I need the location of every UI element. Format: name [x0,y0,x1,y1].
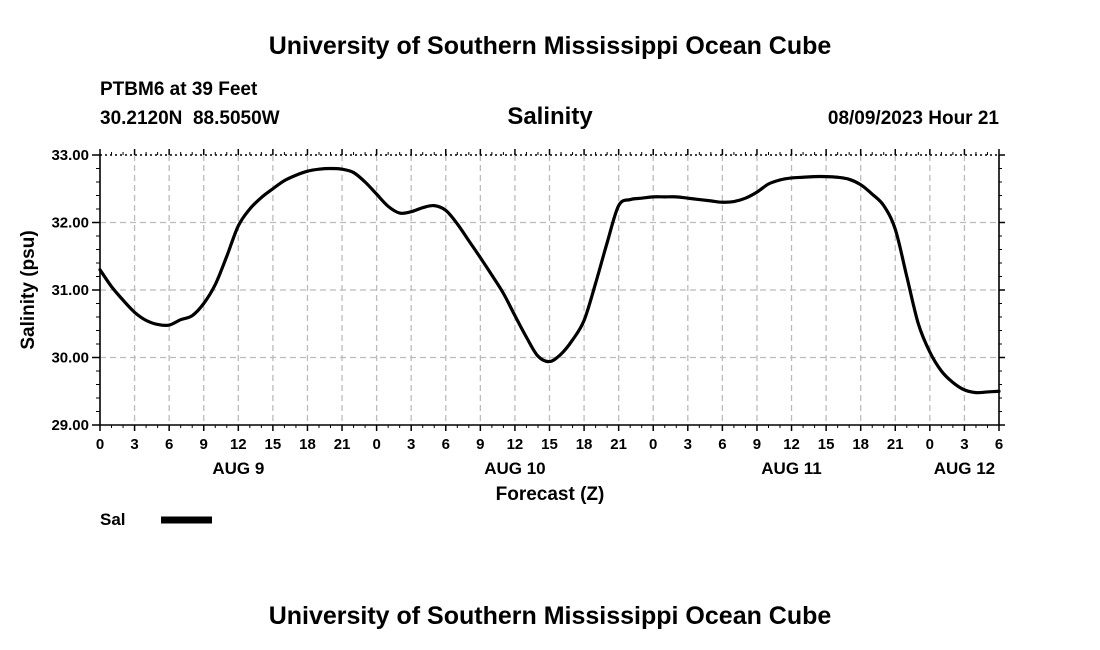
y-tick-label: 31.00 [51,282,89,299]
x-tick-label: 3 [130,436,138,453]
chart-title: Salinity [507,103,593,130]
x-tick-label: 15 [265,436,282,453]
x-tick-label: 9 [200,436,208,453]
day-label: AUG 12 [934,459,995,478]
valid-time: 08/09/2023 Hour 21 [828,108,1000,129]
x-axis-label: Forecast (Z) [496,484,605,505]
y-tick-label: 29.00 [51,417,89,434]
series-line-sal [98,166,1001,395]
x-tick-label: 6 [995,436,1003,453]
x-tick-label: 9 [476,436,484,453]
station-name: PTBM6 at 39 Feet [100,79,258,100]
x-tick-label: 15 [818,436,835,453]
day-label: AUG 9 [212,459,264,478]
x-tick-label: 0 [96,436,104,453]
x-tick-label: 18 [852,436,869,453]
y-tick-label: 33.00 [51,147,89,164]
x-tick-label: 0 [649,436,657,453]
grid-lines [100,155,999,425]
x-tick-label: 3 [960,436,968,453]
x-tick-label: 21 [334,436,351,453]
y-tick-label: 32.00 [51,215,89,232]
org-title-top: University of Southern Mississippi Ocean… [269,32,832,60]
x-tick-label: 18 [576,436,593,453]
y-axis-label: Salinity (psu) [18,230,39,349]
axes: 0 3 6 9 12 15 18 21 0 3 6 9 12 15 18 21 0 3 6 9 12 15 18 21 0 3 6 2… [51,147,1005,478]
x-tick-label: 6 [442,436,450,453]
day-label: AUG 10 [484,459,545,478]
x-tick-label: 3 [684,436,692,453]
series-layer [98,166,1001,395]
day-label: AUG 11 [761,459,821,478]
x-tick-label: 3 [407,436,415,453]
x-tick-label: 12 [230,436,247,453]
org-title-bottom: University of Southern Mississippi Ocean… [269,602,832,630]
x-tick-label: 21 [610,436,627,453]
x-tick-label: 0 [372,436,380,453]
legend: Sal [100,510,212,529]
x-tick-label: 6 [165,436,173,453]
legend-label: Sal [100,510,126,529]
x-tick-label: 12 [783,436,800,453]
x-tick-label: 18 [299,436,316,453]
x-tick-label: 21 [887,436,904,453]
x-tick-label: 15 [541,436,558,453]
station-coordinates: 30.2120N 88.5050W [100,108,280,129]
x-tick-label: 12 [507,436,524,453]
x-tick-label: 6 [718,436,726,453]
x-tick-label: 0 [926,436,934,453]
x-tick-label: 9 [753,436,761,453]
y-tick-label: 30.00 [51,350,89,367]
